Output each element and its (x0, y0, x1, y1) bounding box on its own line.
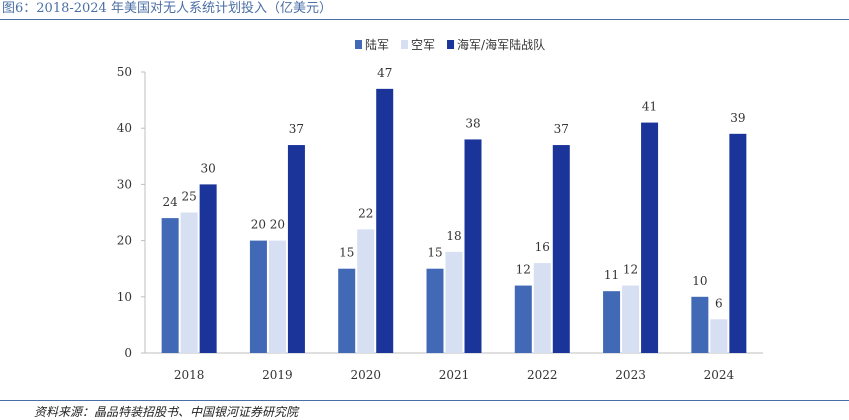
chart-legend: 陆军 空军 海军/海军陆战队 (355, 37, 545, 52)
y-tick-label: 10 (117, 290, 132, 304)
y-tick-label: 50 (117, 65, 132, 79)
data-label: 39 (730, 111, 745, 125)
title-divider (0, 19, 849, 20)
y-tick-label: 30 (117, 177, 132, 191)
data-label: 16 (535, 240, 550, 254)
data-label: 20 (270, 218, 285, 232)
bar (180, 212, 198, 353)
bar (691, 296, 709, 353)
legend-label: 空军 (411, 38, 435, 52)
legend-swatch (447, 40, 455, 49)
data-label: 10 (692, 274, 707, 288)
data-label: 22 (358, 206, 373, 220)
data-label: 30 (201, 161, 216, 175)
figure-title: 图6：2018-2024 年美国对无人系统计划投入（亿美元） (2, 1, 332, 16)
bar (622, 285, 640, 353)
data-label: 12 (623, 263, 638, 277)
data-label-group: 24 25 30 20 20 37 15 22 47 15 18 38 12 16 37 11 12 41 10 6 3… (163, 66, 746, 310)
bar (338, 268, 356, 353)
data-label: 38 (465, 116, 480, 130)
y-tick-label: 20 (117, 234, 132, 248)
x-tick-label: 2019 (262, 368, 293, 382)
bar (287, 145, 305, 353)
data-label: 37 (289, 122, 304, 136)
x-tick-label: 2024 (704, 368, 735, 382)
bar (603, 291, 621, 353)
y-tick-label: 0 (124, 346, 132, 360)
data-label: 47 (377, 66, 392, 80)
source-note: 资料来源：晶品特装招股书、中国银河证券研究院 (34, 405, 299, 419)
bar (710, 319, 728, 353)
data-label: 15 (339, 246, 354, 260)
x-tick-label: 2022 (527, 368, 558, 382)
bar (514, 285, 532, 353)
bar (268, 240, 286, 353)
legend-swatch (355, 40, 362, 49)
x-axis: 2018 2019 2020 2021 2022 2023 2024 (145, 352, 763, 382)
x-tick-label: 2020 (350, 368, 381, 382)
bar (464, 139, 482, 353)
data-label: 15 (427, 246, 442, 260)
bar (357, 229, 375, 353)
data-label: 41 (642, 100, 657, 114)
data-label: 20 (251, 218, 266, 232)
legend-label: 海军/海军陆战队 (457, 37, 545, 52)
data-label: 6 (715, 296, 723, 310)
x-tick-label: 2021 (439, 368, 470, 382)
data-label: 12 (516, 263, 531, 277)
data-label: 11 (604, 268, 619, 282)
x-tick-label: 2018 (174, 368, 205, 382)
bottom-divider (0, 400, 849, 401)
x-tick-label: 2023 (615, 368, 646, 382)
bar (161, 218, 179, 353)
bar (376, 88, 394, 354)
bar (426, 268, 444, 353)
bar (729, 133, 747, 353)
data-label: 25 (182, 190, 197, 204)
bar (445, 251, 463, 353)
data-label: 24 (163, 195, 179, 209)
data-label: 18 (446, 229, 461, 243)
y-axis: 0 10 20 30 40 50 (117, 65, 146, 360)
bar (249, 240, 267, 353)
bar (552, 145, 570, 353)
bar (641, 122, 659, 353)
bar (199, 184, 217, 353)
data-label: 37 (554, 122, 569, 136)
bar-series-group (161, 88, 747, 354)
legend-swatch (401, 40, 409, 49)
bar (533, 263, 551, 353)
y-tick-label: 40 (117, 121, 132, 135)
legend-label: 陆军 (365, 37, 389, 52)
